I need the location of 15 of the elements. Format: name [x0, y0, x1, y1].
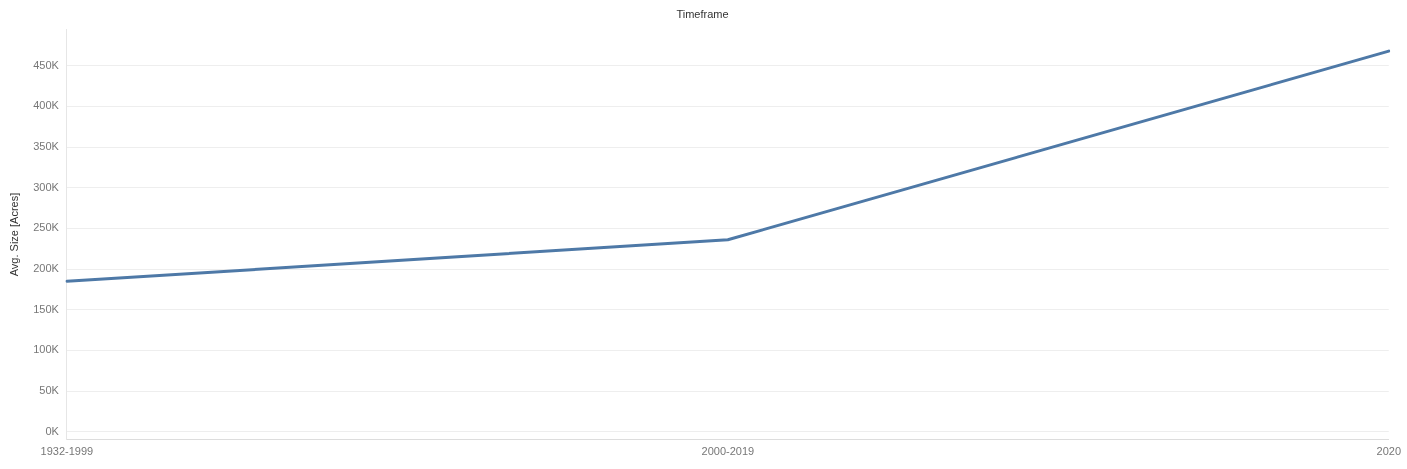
x-tick-label: 2020 [1376, 445, 1402, 458]
y-tick-label: 350K [33, 140, 60, 153]
y-tick-label: 450K [33, 58, 60, 71]
y-axis-title: Avg. Size [Acres] [7, 192, 20, 277]
y-tick-label: 300K [33, 180, 60, 193]
y-tick-label: 250K [33, 221, 60, 234]
y-tick-label: 0K [45, 424, 60, 437]
x-tick-label: 2000-2019 [701, 445, 755, 458]
y-tick-label: 150K [33, 302, 60, 315]
y-tick-label: 400K [33, 99, 60, 112]
y-tick-label: 100K [33, 343, 60, 356]
x-tick-label: 1932-1999 [40, 445, 94, 458]
y-tick-label: 200K [33, 262, 60, 275]
chart-title: Timeframe [676, 7, 729, 20]
y-tick-label: 50K [39, 384, 60, 397]
